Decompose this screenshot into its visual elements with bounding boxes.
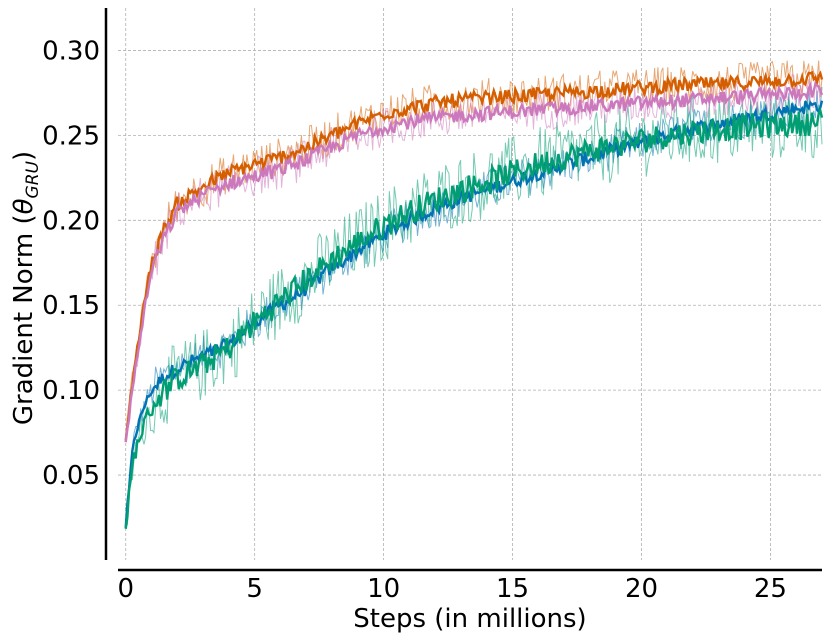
y-tick-label: 0.10: [42, 376, 100, 406]
y-axis-label-subscript: GRU: [23, 160, 43, 198]
x-tick-label: 15: [496, 574, 529, 604]
y-axis-label-theta: θ: [9, 198, 39, 214]
y-tick-label: 0.15: [42, 291, 100, 321]
x-tick-label: 10: [367, 574, 400, 604]
series-2-line: [124, 107, 824, 529]
y-axis-label-close: ): [9, 151, 39, 161]
x-tick-label: 0: [117, 574, 134, 604]
x-tick-label: 5: [246, 574, 263, 604]
y-tick-label: 0.30: [42, 36, 100, 66]
y-tick-label: 0.20: [42, 206, 100, 236]
x-tick-label: 20: [625, 574, 658, 604]
series-lines: [124, 70, 824, 529]
x-tick-label: 25: [754, 574, 787, 604]
y-axis-label-main: Gradient Norm (: [9, 214, 39, 425]
y-tick-label: 0.25: [42, 121, 100, 151]
series-3-line: [124, 70, 824, 441]
y-tick-labels: 0.05 0.10 0.15 0.20 0.25 0.30: [42, 36, 100, 491]
y-axis-label: Gradient Norm (θGRU): [9, 151, 43, 425]
series-4-line: [124, 81, 824, 443]
y-tick-label: 0.05: [42, 461, 100, 491]
x-axis-label: Steps (in millions): [353, 604, 586, 634]
x-tick-labels: 0 5 10 15 20 25: [117, 574, 787, 604]
series-2-noise: [125, 90, 823, 526]
